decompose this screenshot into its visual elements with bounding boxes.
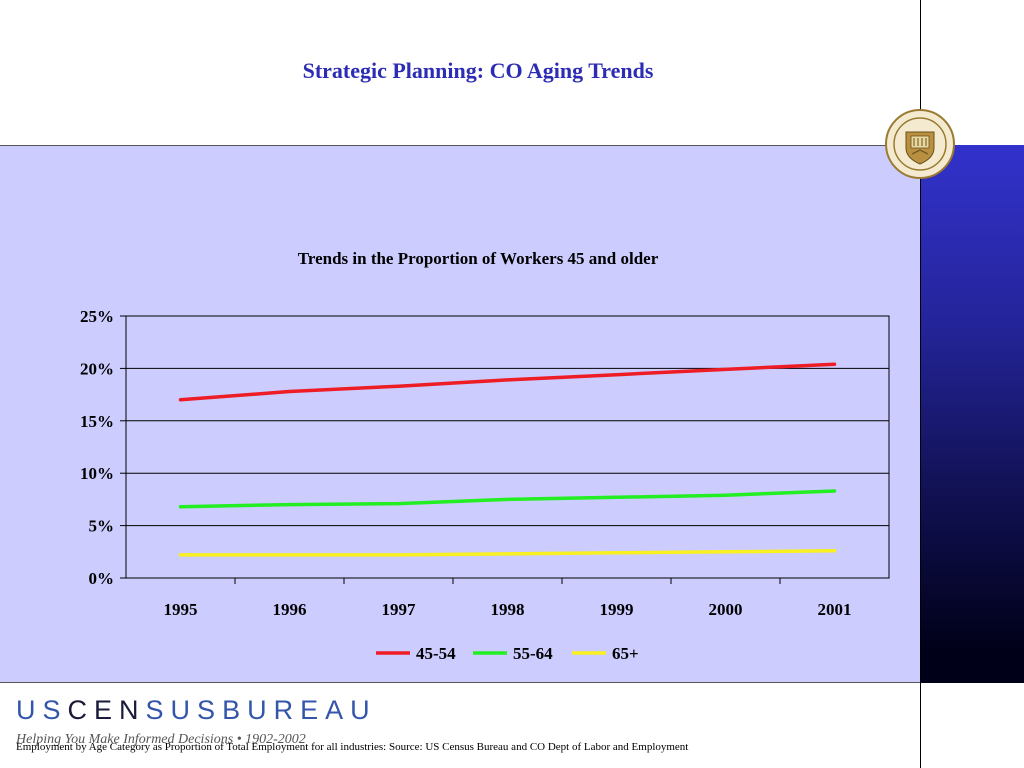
x-tick-label: 1995 [164, 600, 198, 619]
chart-title: Trends in the Proportion of Workers 45 a… [298, 249, 659, 268]
series-line-65+ [178, 549, 837, 557]
x-tick-label: 1997 [382, 600, 417, 619]
vertical-divider [920, 0, 921, 768]
census-bureau-logo: USCENSUSBUREAU [16, 695, 377, 725]
series-line-55-64 [178, 489, 837, 509]
plot-frame [125, 315, 890, 579]
logo-letter: U [170, 695, 198, 725]
series-line-45-54 [178, 362, 837, 402]
logo-tagline: Helping You Make Informed Decisions • 19… [16, 732, 306, 747]
x-tick-label: 2001 [818, 600, 852, 619]
logo-letter: C [67, 695, 95, 725]
side-panel [921, 145, 1024, 653]
slide-title: Strategic Planning: CO Aging Trends [302, 58, 654, 83]
y-tick-label: 25% [80, 307, 114, 326]
logo-letter: U [247, 695, 274, 725]
logo-letter: U [350, 695, 377, 725]
y-tick-label: 5% [89, 517, 115, 536]
y-tick-label: 10% [80, 464, 114, 483]
legend-label: 45-54 [416, 644, 456, 663]
line-chart: Trends in the Proportion of Workers 45 a… [80, 249, 890, 663]
legend-label: 55-64 [513, 644, 553, 663]
logo-letter: U [16, 695, 43, 725]
y-tick-label: 15% [80, 412, 114, 431]
logo-letter: E [94, 695, 120, 725]
logo-letter: A [325, 695, 351, 725]
y-tick-label: 20% [80, 359, 114, 378]
x-tick-label: 1996 [273, 600, 307, 619]
x-tick-label: 1999 [600, 600, 634, 619]
logo-letter: S [197, 695, 223, 725]
x-tick-label: 2000 [709, 600, 743, 619]
census-seal-icon [885, 109, 955, 179]
x-tick-label: 1998 [491, 600, 525, 619]
side-band [921, 653, 1024, 683]
logo-letter: E [300, 695, 326, 725]
logo-letter: S [145, 695, 171, 725]
legend-label: 65+ [612, 644, 639, 663]
chart-panel: Trends in the Proportion of Workers 45 a… [0, 145, 921, 683]
footnote: Employment by Age Category as Proportion… [16, 741, 689, 753]
y-tick-label: 0% [89, 569, 115, 588]
logo-letter: N [119, 695, 146, 725]
logo-letter: B [222, 695, 248, 725]
logo-letter: S [42, 695, 68, 725]
logo-letter: R [273, 695, 301, 725]
